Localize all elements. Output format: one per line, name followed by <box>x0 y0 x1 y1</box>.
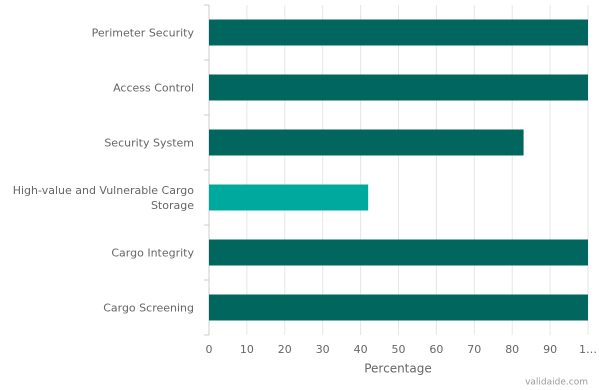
y-tick-label: High-value and Vulnerable Cargo Storage <box>12 183 194 212</box>
x-tick-label: 20 <box>278 343 292 356</box>
bar <box>209 74 588 101</box>
y-tick-label: Perimeter Security <box>91 26 194 39</box>
x-tick-label: 90 <box>543 343 557 356</box>
x-tick-label: 10 <box>240 343 254 356</box>
y-tick-label: Cargo Integrity <box>111 246 194 259</box>
x-tick-label: 50 <box>392 343 406 356</box>
x-tick-label: 60 <box>429 343 443 356</box>
y-tick-label: Cargo Screening <box>103 301 194 314</box>
x-tick-label: 80 <box>505 343 519 356</box>
x-tick-label: 40 <box>354 343 368 356</box>
y-tick-label: Security System <box>104 136 194 149</box>
bar <box>209 184 369 211</box>
bar <box>209 19 588 46</box>
bar <box>209 239 588 266</box>
x-axis-title: Percentage <box>364 362 432 376</box>
bar <box>209 294 588 321</box>
x-tick-label: 0 <box>206 343 213 356</box>
x-tick-label: 70 <box>467 343 481 356</box>
x-tick-label: 1… <box>579 343 597 356</box>
y-tick-label: Access Control <box>113 81 194 94</box>
x-tick-label: 30 <box>316 343 330 356</box>
bar <box>209 129 524 156</box>
credit: validaide.com <box>525 378 588 388</box>
